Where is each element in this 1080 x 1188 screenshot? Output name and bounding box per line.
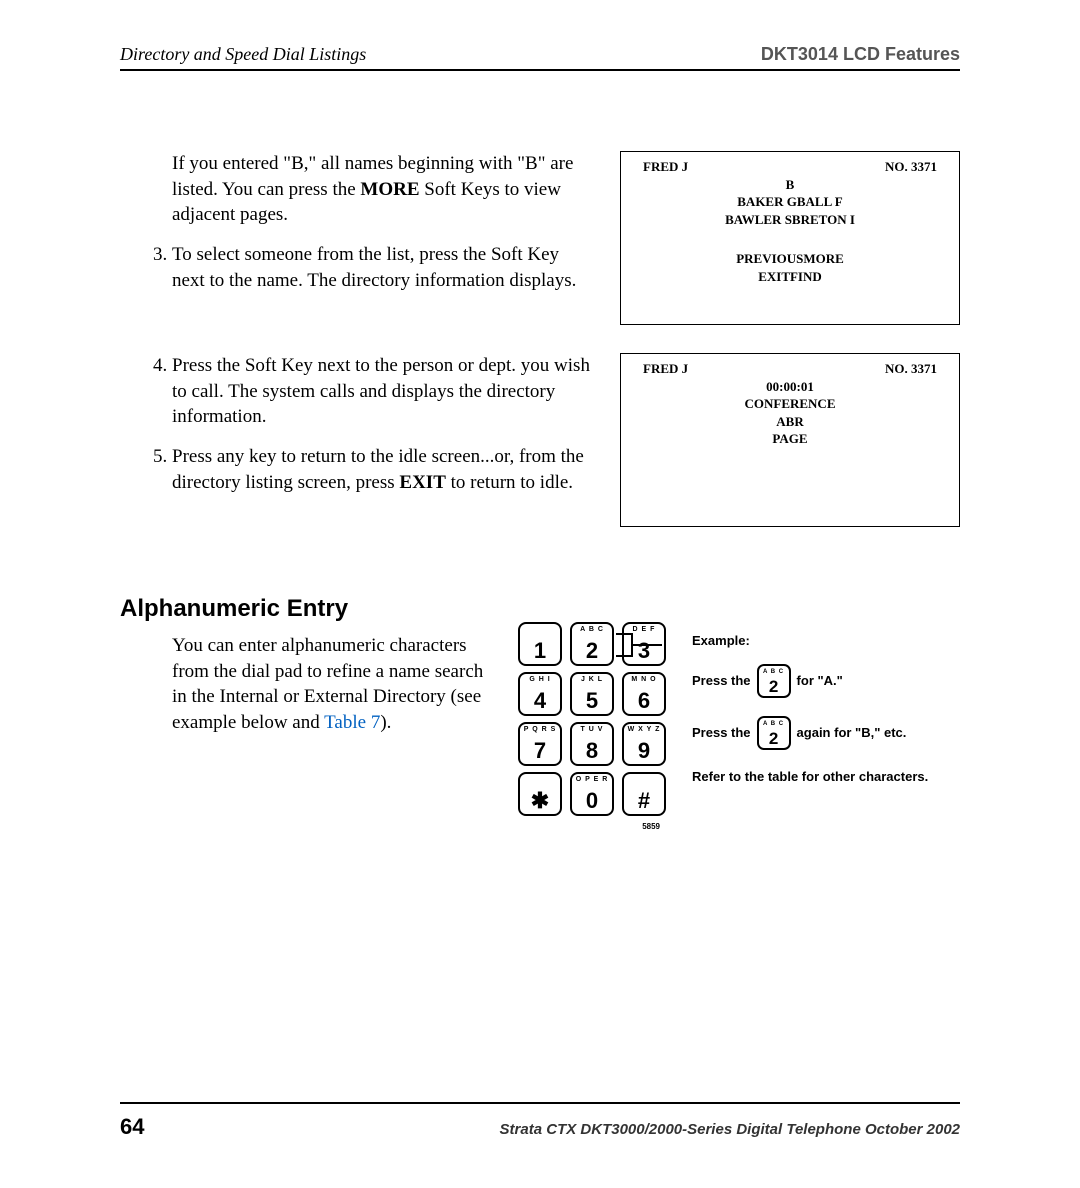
step-5: Press any key to return to the idle scre… [172,444,592,495]
mini-key-2a: A B C 2 [757,664,791,698]
footer-title: Strata CTX DKT3000/2000-Series Digital T… [500,1121,960,1138]
key-5: J K L5 [570,672,614,716]
lcd2-line4: ABR [629,413,951,431]
refer-label: Refer to the table for other characters. [692,768,928,786]
header-feature-title: DKT3014 LCD Features [761,44,960,65]
lcd1-line3: BAKER GBALL F [629,193,951,211]
key-hash: # [622,772,666,816]
step5-text-b: to return to idle. [446,472,573,493]
intro-bold: MORE [360,179,419,200]
press-the-1: Press the [692,672,751,690]
key-2b: A B C2 [570,622,614,666]
page-number: 64 [120,1114,144,1140]
lcd2-name: FRED J [643,360,688,378]
lcd-screen-1: FRED J NO. 3371 B BAKER GBALL F BAWLER S… [620,151,960,325]
connector-bracket-icon [614,620,674,680]
key-star: ✱ [518,772,562,816]
key-0: O P E R0 [570,772,614,816]
lcd1-number: NO. 3371 [885,158,937,176]
lcd-screen-2: FRED J NO. 3371 00:00:01 CONFERENCE ABR … [620,353,960,527]
mini-key-2b: A B C 2 [757,716,791,750]
step-4: Press the Soft Key next to the person or… [172,353,592,430]
press-the-2: Press the [692,724,751,742]
header-section-title: Directory and Speed Dial Listings [120,44,366,65]
alpha-paragraph: You can enter alphanumeric characters fr… [120,633,500,736]
step5-bold: EXIT [399,472,445,493]
key-9: W X Y Z9 [622,722,666,766]
lcd2-line2: 00:00:01 [629,378,951,396]
for-a-label: for "A." [797,672,843,690]
lcd1-line2: B [629,176,951,194]
lcd1-line5: PREVIOUSMORE [629,250,951,268]
alpha-text-b: ). [380,712,391,733]
step-3: To select someone from the list, press t… [172,242,592,293]
key-4: G H I4 [518,672,562,716]
key-8: T U V8 [570,722,614,766]
table-7-link[interactable]: Table 7 [324,712,380,733]
lcd2-line5: PAGE [629,430,951,448]
lcd2-number: NO. 3371 [885,360,937,378]
lcd1-line6: EXITFIND [629,268,951,286]
key-7: P Q R S7 [518,722,562,766]
figure-number: 5859 [518,822,666,831]
lcd2-line3: CONFERENCE [629,395,951,413]
key-1b: 1 [518,622,562,666]
lcd1-name: FRED J [643,158,688,176]
again-label: again for "B," etc. [797,724,907,742]
section-heading-alphanumeric: Alphanumeric Entry [120,595,960,623]
intro-paragraph: If you entered "B," all names beginning … [172,151,592,228]
example-label: Example: [692,632,928,650]
lcd1-line4: BAWLER SBRETON I [629,211,951,229]
